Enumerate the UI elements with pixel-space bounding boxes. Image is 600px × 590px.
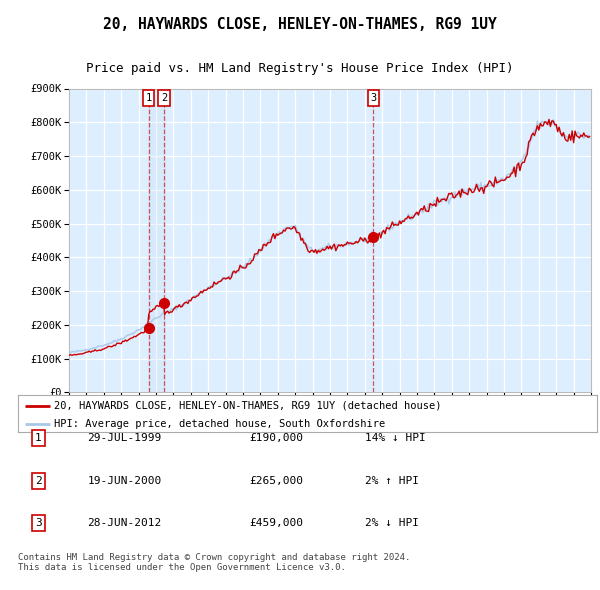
Text: 20, HAYWARDS CLOSE, HENLEY-ON-THAMES, RG9 1UY (detached house): 20, HAYWARDS CLOSE, HENLEY-ON-THAMES, RG… (54, 401, 442, 411)
Text: 2: 2 (35, 476, 41, 486)
Text: £459,000: £459,000 (250, 519, 304, 528)
Text: 19-JUN-2000: 19-JUN-2000 (88, 476, 162, 486)
Text: 1: 1 (35, 433, 41, 442)
Text: 14% ↓ HPI: 14% ↓ HPI (365, 433, 426, 442)
Text: 3: 3 (35, 519, 41, 528)
Bar (148, 88, 164, 392)
Text: 1: 1 (145, 93, 152, 103)
Text: 20, HAYWARDS CLOSE, HENLEY-ON-THAMES, RG9 1UY: 20, HAYWARDS CLOSE, HENLEY-ON-THAMES, RG… (103, 17, 497, 32)
Text: 3: 3 (370, 93, 376, 103)
Text: Price paid vs. HM Land Registry's House Price Index (HPI): Price paid vs. HM Land Registry's House … (86, 61, 514, 74)
Text: HPI: Average price, detached house, South Oxfordshire: HPI: Average price, detached house, Sout… (54, 419, 385, 429)
Text: 2% ↓ HPI: 2% ↓ HPI (365, 519, 419, 528)
Text: 2: 2 (161, 93, 167, 103)
Text: 29-JUL-1999: 29-JUL-1999 (88, 433, 162, 442)
Text: £265,000: £265,000 (250, 476, 304, 486)
Text: 28-JUN-2012: 28-JUN-2012 (88, 519, 162, 528)
Text: 2% ↑ HPI: 2% ↑ HPI (365, 476, 419, 486)
Text: £190,000: £190,000 (250, 433, 304, 442)
Text: Contains HM Land Registry data © Crown copyright and database right 2024.
This d: Contains HM Land Registry data © Crown c… (18, 553, 410, 572)
